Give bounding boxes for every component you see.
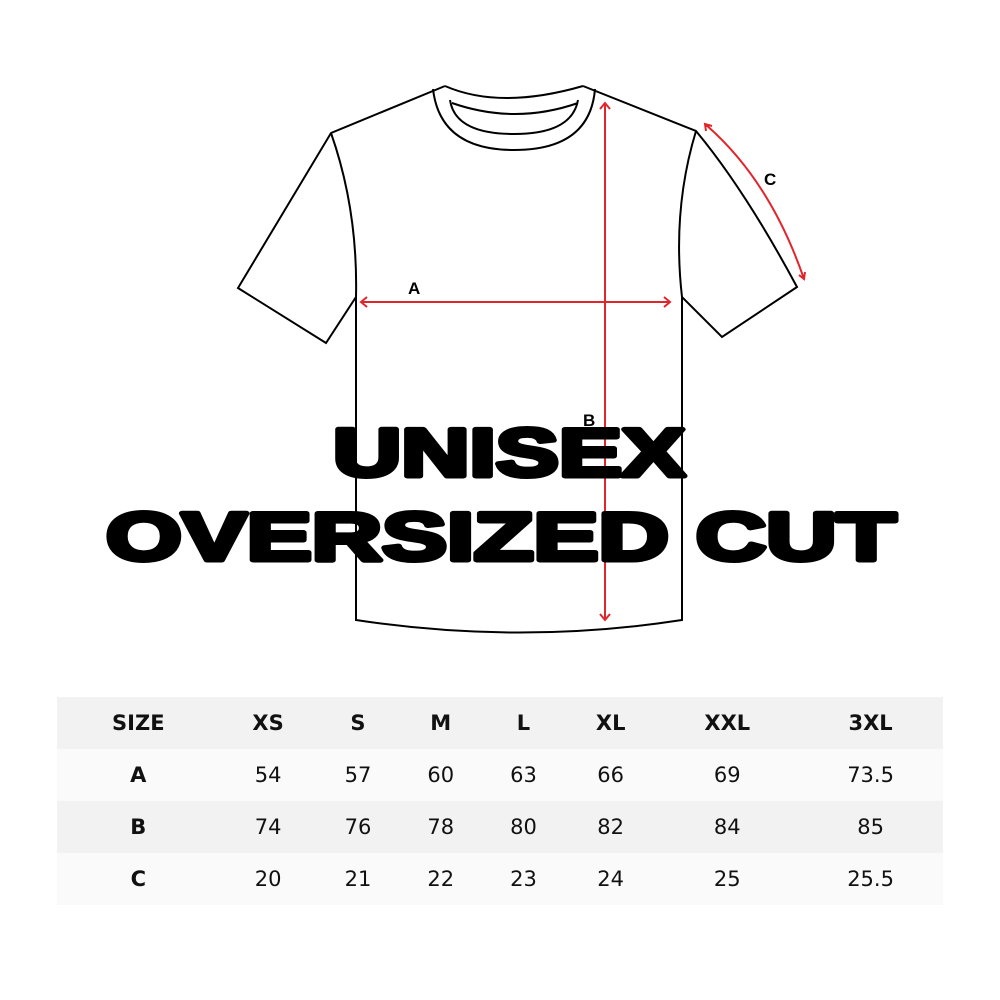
- table-cell: 25: [656, 853, 799, 905]
- table-cell: 20: [219, 853, 317, 905]
- title-line-2: OVERSIZED CUT: [106, 499, 896, 575]
- table-cell: 25.5: [798, 853, 943, 905]
- table-cell: 74: [219, 801, 317, 853]
- table-row: B 74 76 78 80 82 84 85: [57, 801, 943, 853]
- row-label: C: [57, 853, 220, 905]
- table-header-row: SIZE XS S M L XL XXL 3XL: [57, 697, 943, 749]
- header-cell: XS: [219, 697, 317, 749]
- table-cell: 69: [656, 749, 799, 801]
- table-cell: 66: [564, 749, 657, 801]
- label-c: C: [764, 170, 776, 189]
- header-cell: 3XL: [798, 697, 943, 749]
- header-cell: M: [399, 697, 483, 749]
- header-cell: XL: [564, 697, 657, 749]
- measurement-arrows: [359, 101, 806, 622]
- table-cell: 60: [399, 749, 483, 801]
- size-table: SIZE XS S M L XL XXL 3XL A 54 57 60 63 6…: [57, 697, 943, 905]
- header-cell: S: [316, 697, 400, 749]
- table-cell: 23: [482, 853, 565, 905]
- row-label: A: [57, 749, 220, 801]
- table-cell: 84: [656, 801, 799, 853]
- chest-arrow: [359, 296, 672, 308]
- table-cell: 54: [219, 749, 317, 801]
- table-cell: 73.5: [798, 749, 943, 801]
- table-cell: 57: [316, 749, 400, 801]
- table-cell: 80: [482, 801, 565, 853]
- sleeve-arrow: [703, 122, 806, 281]
- header-cell: XXL: [656, 697, 799, 749]
- length-arrow: [599, 101, 611, 622]
- table-cell: 24: [564, 853, 657, 905]
- table-cell: 21: [316, 853, 400, 905]
- table-cell: 22: [399, 853, 483, 905]
- table-cell: 78: [399, 801, 483, 853]
- label-b: B: [583, 411, 595, 430]
- table-row: C 20 21 22 23 24 25 25.5: [57, 853, 943, 905]
- tshirt-outline: [236, 85, 799, 634]
- table-cell: 76: [316, 801, 400, 853]
- table-cell: 85: [798, 801, 943, 853]
- table-cell: 63: [482, 749, 565, 801]
- label-a: A: [408, 279, 420, 298]
- tshirt-diagram: A B C UNISEX OVERSIZED CUT: [104, 85, 899, 634]
- title-line-1: UNISEX: [333, 415, 685, 491]
- table-row: A 54 57 60 63 66 69 73.5: [57, 749, 943, 801]
- row-label: B: [57, 801, 220, 853]
- header-cell: L: [482, 697, 565, 749]
- header-cell: SIZE: [57, 697, 220, 749]
- table-cell: 82: [564, 801, 657, 853]
